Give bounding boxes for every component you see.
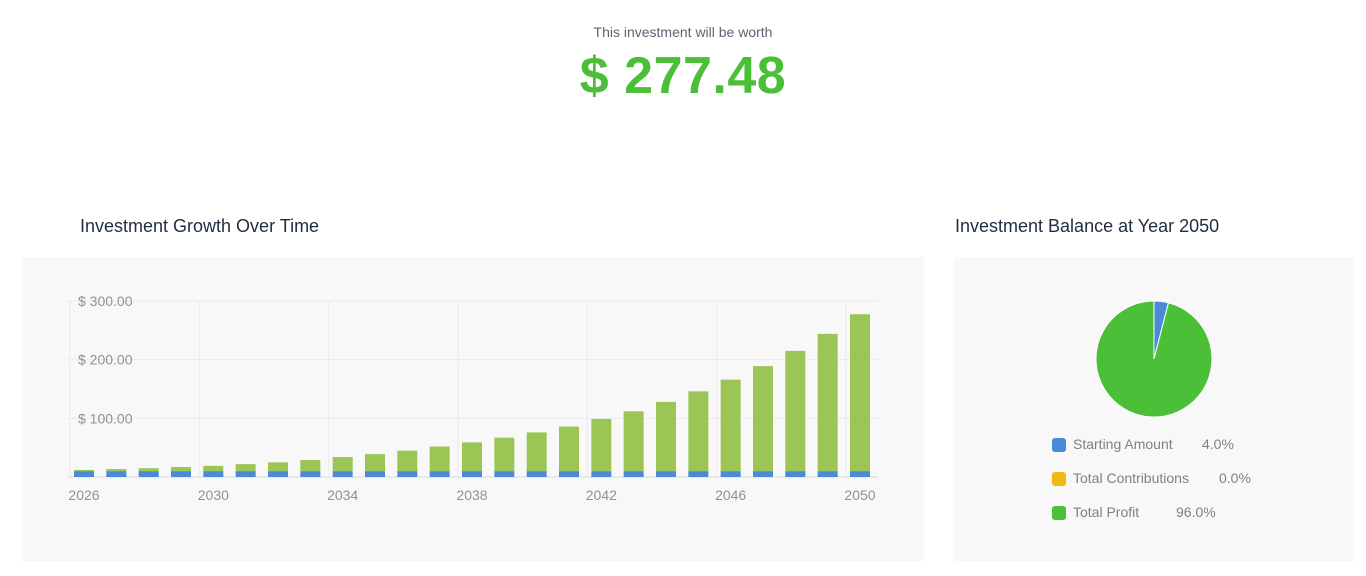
bar-profit [300, 459, 321, 472]
bar-profit [559, 426, 579, 472]
bar-chart-panel: $ 100.00 $ 200.00 $ 300.00 2026 2030 2034 203… [22, 257, 924, 561]
legend-swatch-total-profit [1052, 506, 1066, 520]
bar-profit [591, 418, 612, 472]
bar-starting [559, 471, 579, 477]
pie-chart-slices [1095, 300, 1213, 418]
hero-value: $ 277.48 [579, 47, 787, 105]
legend-percent: 4.0% [1202, 436, 1234, 452]
bar-starting [462, 471, 482, 477]
bar-starting [268, 471, 288, 477]
y-tick-label: $ 100.00 [78, 410, 133, 426]
bar-starting [138, 471, 159, 477]
bar-starting [171, 471, 191, 477]
bar-profit [462, 442, 482, 472]
bar-starting [623, 471, 644, 477]
bar-starting [720, 471, 741, 477]
bar-starting [106, 471, 127, 477]
bar-starting [235, 471, 256, 477]
bar-starting [494, 471, 515, 477]
bar-profit [365, 454, 385, 472]
bar-starting [203, 471, 224, 477]
bar-starting [656, 471, 676, 477]
bar-profit [494, 437, 515, 472]
legend-label: Total Contributions [1073, 470, 1189, 486]
legend-label: Total Profit [1073, 504, 1140, 520]
bar-profit [656, 401, 676, 472]
bar-profit [720, 379, 741, 472]
x-tick-label: 2026 [68, 487, 99, 503]
bar-starting [850, 471, 870, 477]
bar-starting [74, 471, 94, 477]
bar-starting [817, 471, 838, 477]
legend-percent: 0.0% [1219, 470, 1251, 486]
x-tick-label: 2050 [844, 487, 875, 503]
legend-swatch-starting-amount [1052, 438, 1066, 452]
bar-profit [203, 465, 224, 472]
bar-starting [688, 471, 709, 477]
pie-slice-total-profit [1095, 300, 1213, 418]
bar-profit [397, 450, 418, 472]
bar-profit [817, 333, 838, 472]
bar-profit [235, 464, 256, 472]
x-tick-label: 2046 [715, 487, 746, 503]
bar-chart-bars [74, 314, 870, 477]
bar-profit [526, 432, 547, 472]
bar-starting [332, 471, 353, 477]
bar-profit [623, 411, 644, 472]
bar-chart-title: Investment Growth Over Time [80, 216, 320, 236]
bar-profit [429, 446, 450, 472]
legend-percent: 96.0% [1176, 504, 1216, 520]
bar-chart-grid [67, 300, 878, 478]
bar-profit [332, 457, 353, 472]
bar-starting [429, 471, 450, 477]
pie-chart [1095, 300, 1213, 418]
bar-profit [74, 469, 94, 472]
bar-starting [365, 471, 385, 477]
bar-profit [268, 462, 288, 472]
bar-chart: $ 100.00 $ 200.00 $ 300.00 2026 2030 2034 203… [67, 293, 878, 503]
hero-subtitle: This investment will be worth [593, 24, 773, 40]
bar-starting [753, 471, 773, 477]
x-tick-label: 2030 [198, 487, 229, 503]
y-tick-label: $ 200.00 [78, 352, 133, 368]
bar-starting [785, 471, 806, 477]
x-tick-label: 2034 [327, 487, 358, 503]
bar-profit [753, 366, 773, 472]
x-tick-label: 2038 [456, 487, 487, 503]
x-axis-labels: 2026 2030 2034 2038 2042 2046 2050 [68, 487, 875, 503]
bar-profit [138, 468, 159, 472]
legend-label: Starting Amount [1073, 436, 1173, 452]
legend-swatch-total-contributions [1052, 472, 1066, 486]
y-tick-label: $ 300.00 [78, 293, 133, 309]
bar-starting [526, 471, 547, 477]
bar-profit [106, 469, 127, 472]
pie-chart-title: Investment Balance at Year 2050 [955, 216, 1220, 236]
bar-starting [300, 471, 321, 477]
bar-profit [850, 314, 870, 472]
bar-starting [397, 471, 418, 477]
bar-profit [688, 391, 709, 472]
bar-profit [785, 350, 806, 472]
x-tick-label: 2042 [586, 487, 617, 503]
bar-starting [591, 471, 612, 477]
bar-profit [171, 467, 191, 472]
y-axis-labels: $ 100.00 $ 200.00 $ 300.00 [78, 293, 133, 426]
pie-chart-panel: Starting Amount 4.0% Total Contributions… [954, 257, 1354, 561]
